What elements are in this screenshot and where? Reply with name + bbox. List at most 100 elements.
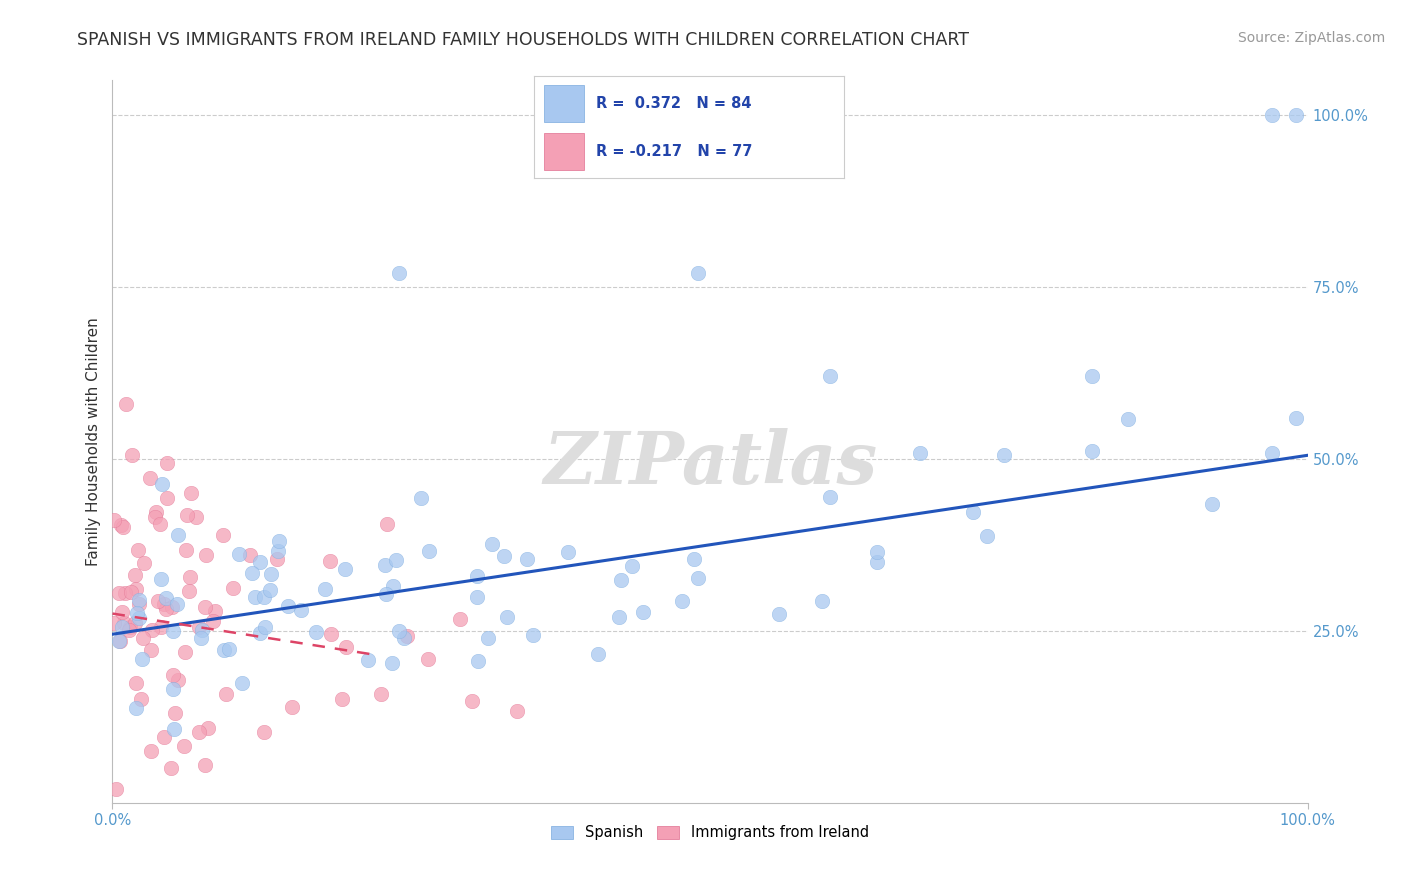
Point [108, 585, 131, 599]
Point [174, 542, 197, 557]
Point [139, 470, 162, 484]
Point [418, 544, 440, 558]
Point [111, 620, 134, 634]
Point [173, 739, 195, 754]
Point [166, 597, 188, 611]
Point [314, 582, 336, 596]
Text: R =  0.372   N = 84: R = 0.372 N = 84 [596, 96, 752, 111]
Text: R = -0.217   N = 77: R = -0.217 N = 77 [596, 145, 752, 160]
Point [557, 545, 579, 559]
Point [166, 527, 188, 541]
Point [768, 607, 790, 621]
Point [671, 594, 693, 608]
Point [319, 554, 342, 568]
Point [155, 601, 177, 615]
Point [465, 569, 488, 583]
Point [179, 570, 201, 584]
Point [163, 722, 186, 736]
Point [610, 574, 633, 588]
Point [467, 654, 489, 668]
Point [125, 582, 148, 596]
Point [253, 620, 276, 634]
Point [201, 615, 224, 629]
Point [392, 631, 415, 645]
Point [631, 605, 654, 619]
Point [304, 624, 326, 639]
Point [1285, 108, 1308, 122]
Point [818, 491, 841, 505]
Point [239, 548, 262, 562]
Point [818, 369, 841, 384]
Point [150, 572, 173, 586]
Point [688, 571, 710, 585]
Point [110, 518, 132, 533]
Point [139, 643, 162, 657]
Point [494, 549, 516, 563]
Point [607, 609, 630, 624]
Point [1261, 108, 1284, 122]
Point [215, 687, 238, 701]
Point [385, 552, 408, 566]
Point [176, 508, 198, 522]
Point [409, 491, 432, 505]
Point [204, 604, 226, 618]
Point [370, 687, 392, 701]
Point [162, 624, 184, 638]
Point [131, 652, 153, 666]
Text: Source: ZipAtlas.com: Source: ZipAtlas.com [1237, 31, 1385, 45]
Point [240, 566, 263, 581]
Point [395, 629, 418, 643]
Point [156, 456, 179, 470]
Point [1261, 446, 1284, 460]
Text: ZIPatlas: ZIPatlas [543, 428, 877, 499]
Point [146, 594, 169, 608]
Point [132, 556, 155, 570]
Point [128, 611, 150, 625]
Point [143, 509, 166, 524]
Point [910, 446, 932, 460]
Point [180, 486, 202, 500]
Point [259, 567, 281, 582]
Point [1081, 369, 1104, 384]
Point [165, 706, 187, 720]
Point [586, 647, 609, 661]
Point [167, 673, 190, 688]
Point [177, 584, 200, 599]
Point [124, 568, 146, 582]
Point [132, 631, 155, 645]
Point [160, 761, 183, 775]
Text: SPANISH VS IMMIGRANTS FROM IRELAND FAMILY HOUSEHOLDS WITH CHILDREN CORRELATION C: SPANISH VS IMMIGRANTS FROM IRELAND FAMIL… [77, 31, 969, 49]
Point [449, 612, 471, 626]
Point [128, 598, 150, 612]
FancyBboxPatch shape [544, 133, 583, 170]
Point [162, 681, 184, 696]
Point [333, 562, 356, 576]
Point [111, 605, 134, 619]
Point [357, 653, 380, 667]
Point [522, 628, 544, 642]
Point [124, 615, 146, 630]
Point [481, 537, 503, 551]
Point [231, 676, 253, 690]
Point [114, 586, 136, 600]
Point [1201, 497, 1223, 511]
Legend: Spanish, Immigrants from Ireland: Spanish, Immigrants from Ireland [546, 820, 875, 847]
Point [111, 520, 134, 534]
Point [269, 534, 291, 549]
Point [388, 266, 411, 280]
Point [121, 448, 143, 462]
Point [103, 615, 125, 630]
Point [104, 782, 127, 797]
Point [243, 591, 266, 605]
FancyBboxPatch shape [544, 85, 583, 122]
Point [319, 626, 342, 640]
Point [118, 623, 141, 637]
Point [152, 597, 174, 611]
Point [150, 477, 173, 491]
Point [120, 619, 142, 633]
Point [683, 552, 706, 566]
Point [1118, 411, 1140, 425]
Point [375, 517, 398, 532]
Point [152, 730, 174, 744]
Point [145, 505, 167, 519]
